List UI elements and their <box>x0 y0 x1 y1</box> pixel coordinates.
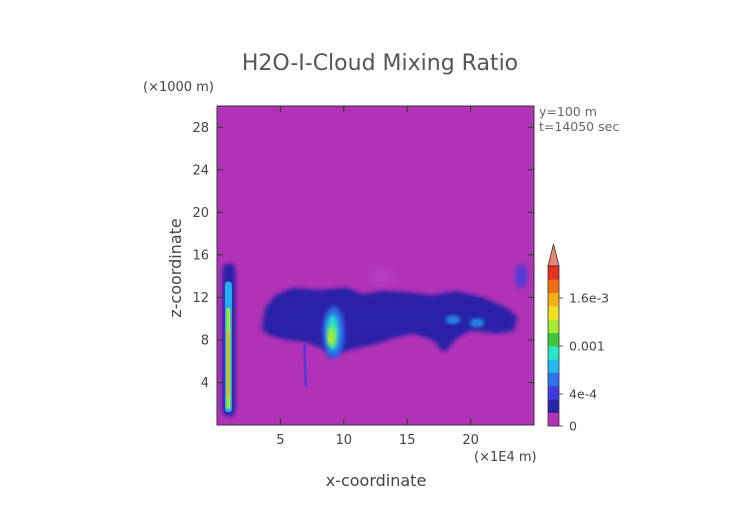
x-unit-label: (×1E4 m) <box>474 450 537 465</box>
small-cell-core-1 <box>473 320 480 325</box>
colorbar-segment <box>548 279 559 293</box>
y-tick-label: 20 <box>192 206 209 221</box>
edge-wisp <box>515 264 528 289</box>
colorbar-segment <box>548 266 559 280</box>
colorbar-segment <box>548 319 559 333</box>
y-axis-ticks: 4 8 12 16 20 24 28 <box>192 121 534 391</box>
colorbar: 0 4e-4 0.001 1.6e-3 <box>547 243 609 434</box>
colorbar-tick-label: 4e-4 <box>569 387 597 402</box>
plot-area <box>216 105 535 426</box>
core-peak <box>328 333 334 344</box>
y-tick-label: 16 <box>192 248 209 263</box>
colorbar-segment <box>548 292 559 307</box>
y-tick-label: 12 <box>192 291 209 306</box>
y-tick-label: 24 <box>192 163 209 178</box>
y-tick-label: 8 <box>201 333 209 348</box>
colorbar-segment <box>548 332 559 347</box>
colorbar-segment <box>548 399 559 413</box>
y-unit-label: (×1000 m) <box>143 80 214 95</box>
annotation-t: t=14050 sec <box>539 119 619 134</box>
x-tick-label: 5 <box>276 433 284 448</box>
y-axis-label: z-coordinate <box>166 218 185 318</box>
y-tick-label: 28 <box>192 121 209 136</box>
colorbar-segment <box>548 346 559 360</box>
x-tick-label: 10 <box>336 433 353 448</box>
x-axis-ticks: 5 10 15 20 <box>276 106 479 448</box>
x-tick-label: 15 <box>399 433 416 448</box>
plot-frame <box>216 105 535 426</box>
heatmap-texture <box>217 106 534 425</box>
colorbar-tick-label: 0 <box>569 419 577 434</box>
colorbar-segment <box>548 386 559 400</box>
wisp <box>303 344 308 387</box>
colorbar-segment <box>548 412 559 427</box>
column-peak <box>227 329 230 399</box>
colorbar-tick-label: 0.001 <box>569 339 605 354</box>
chart-title: H2O-I-Cloud Mixing Ratio <box>242 51 518 76</box>
x-tick-label: 20 <box>462 433 479 448</box>
small-cell-core-2 <box>449 317 456 322</box>
y-tick-label: 4 <box>201 376 209 391</box>
faint-upper-wisp <box>369 268 394 285</box>
colorbar-segment <box>548 359 559 373</box>
colorbar-segment <box>548 306 559 320</box>
annotation-y: y=100 m <box>539 104 597 119</box>
colorbar-tick-label: 1.6e-3 <box>569 291 609 306</box>
heatmap-fields <box>222 263 528 417</box>
x-axis-label: x-coordinate <box>326 471 427 490</box>
colorbar-segment <box>548 372 559 387</box>
colorbar-extend-arrow <box>547 243 560 267</box>
